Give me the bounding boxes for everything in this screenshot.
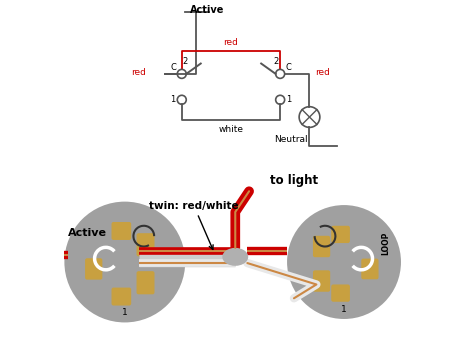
Text: to light: to light — [270, 174, 318, 188]
Text: red: red — [131, 68, 146, 77]
Circle shape — [64, 201, 185, 323]
Text: red: red — [224, 38, 238, 47]
Text: Neutral: Neutral — [274, 135, 308, 144]
Ellipse shape — [222, 248, 248, 266]
Text: white: white — [219, 125, 244, 134]
FancyBboxPatch shape — [332, 285, 349, 301]
FancyBboxPatch shape — [314, 271, 329, 291]
FancyBboxPatch shape — [332, 227, 349, 242]
Text: LOOP: LOOP — [381, 231, 390, 255]
FancyBboxPatch shape — [112, 288, 130, 305]
FancyBboxPatch shape — [86, 259, 101, 279]
Text: red: red — [315, 68, 329, 77]
Text: 1: 1 — [341, 305, 347, 314]
Text: 1: 1 — [286, 95, 292, 104]
Text: 2: 2 — [183, 57, 188, 66]
FancyBboxPatch shape — [314, 237, 329, 256]
FancyBboxPatch shape — [137, 234, 154, 256]
FancyBboxPatch shape — [112, 223, 130, 239]
FancyBboxPatch shape — [362, 259, 378, 279]
Circle shape — [287, 205, 401, 319]
Text: C: C — [170, 63, 176, 72]
Text: twin: red/white: twin: red/white — [149, 200, 238, 250]
Text: 2: 2 — [274, 57, 279, 66]
FancyBboxPatch shape — [137, 272, 154, 294]
Text: C: C — [286, 63, 292, 72]
Text: 1: 1 — [122, 308, 128, 317]
Text: Active: Active — [68, 228, 107, 238]
Text: 1: 1 — [171, 95, 176, 104]
Text: Active: Active — [191, 5, 225, 15]
